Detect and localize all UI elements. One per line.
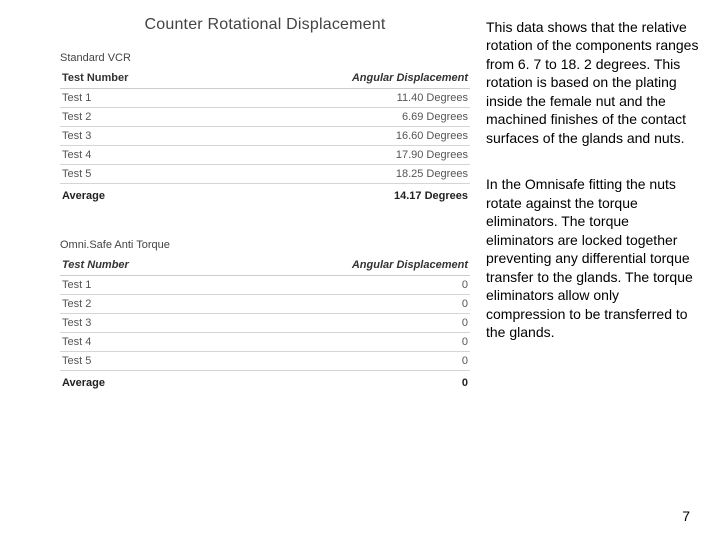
- table1-header-value: Angular Displacement: [212, 68, 471, 89]
- table-row: Test 5 18.25 Degrees: [60, 165, 470, 184]
- table-row: Test 2 6.69 Degrees: [60, 108, 470, 127]
- table-row: Test 1 0: [60, 276, 470, 295]
- page-root: Counter Rotational Displacement Standard…: [0, 0, 720, 540]
- cell-average-label: Average: [60, 184, 212, 206]
- left-column: Counter Rotational Displacement Standard…: [0, 0, 480, 540]
- cell-test-name: Test 5: [60, 352, 212, 371]
- section1-label: Standard VCR: [60, 52, 470, 64]
- table2-header-test: Test Number: [60, 255, 212, 276]
- section-standard-vcr: Standard VCR Test Number Angular Displac…: [60, 52, 470, 205]
- section-omnisafe: Omni.Safe Anti Torque Test Number Angula…: [60, 239, 470, 392]
- table-row: Test 4 0: [60, 333, 470, 352]
- main-title: Counter Rotational Displacement: [60, 16, 470, 34]
- cell-test-name: Test 3: [60, 314, 212, 333]
- table-omnisafe: Test Number Angular Displacement Test 1 …: [60, 255, 470, 392]
- table-row: Test 3 16.60 Degrees: [60, 127, 470, 146]
- cell-test-value: 0: [212, 314, 470, 333]
- cell-test-name: Test 4: [60, 333, 212, 352]
- table-row-average: Average 0: [60, 371, 470, 393]
- cell-test-value: 16.60 Degrees: [212, 127, 471, 146]
- cell-test-name: Test 4: [60, 146, 212, 165]
- cell-test-name: Test 2: [60, 108, 212, 127]
- table-row-average: Average 14.17 Degrees: [60, 184, 470, 206]
- paragraph-2: In the Omnisafe fitting the nuts rotate …: [486, 175, 700, 341]
- right-column: This data shows that the relative rotati…: [480, 0, 720, 540]
- table-standard-vcr: Test Number Angular Displacement Test 1 …: [60, 68, 470, 205]
- page-number: 7: [682, 508, 690, 524]
- table-row: Test 2 0: [60, 295, 470, 314]
- cell-test-value: 0: [212, 352, 470, 371]
- cell-test-value: 17.90 Degrees: [212, 146, 471, 165]
- cell-average-label: Average: [60, 371, 212, 393]
- cell-test-name: Test 3: [60, 127, 212, 146]
- table-row: Test 1 11.40 Degrees: [60, 89, 470, 108]
- cell-test-value: 0: [212, 276, 470, 295]
- cell-average-value: 0: [212, 371, 470, 393]
- cell-test-value: 0: [212, 295, 470, 314]
- cell-test-value: 18.25 Degrees: [212, 165, 471, 184]
- cell-test-value: 11.40 Degrees: [212, 89, 471, 108]
- table1-header-test: Test Number: [60, 68, 212, 89]
- cell-test-value: 0: [212, 333, 470, 352]
- cell-test-name: Test 1: [60, 276, 212, 295]
- table-row: Test 5 0: [60, 352, 470, 371]
- cell-average-value: 14.17 Degrees: [212, 184, 471, 206]
- cell-test-name: Test 5: [60, 165, 212, 184]
- table-row: Test 3 0: [60, 314, 470, 333]
- table-row: Test 4 17.90 Degrees: [60, 146, 470, 165]
- cell-test-name: Test 2: [60, 295, 212, 314]
- cell-test-name: Test 1: [60, 89, 212, 108]
- cell-test-value: 6.69 Degrees: [212, 108, 471, 127]
- table2-header-value: Angular Displacement: [212, 255, 470, 276]
- section2-label: Omni.Safe Anti Torque: [60, 239, 470, 251]
- paragraph-1: This data shows that the relative rotati…: [486, 18, 700, 147]
